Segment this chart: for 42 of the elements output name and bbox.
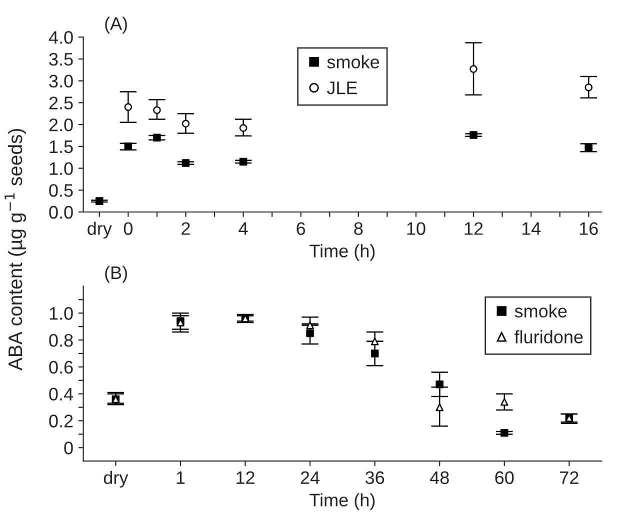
x-tick-label: 60 <box>495 471 514 484</box>
x-tick-label: 6 <box>296 222 306 235</box>
x-tick-label: 10 <box>407 222 426 235</box>
y-tick-label: 3.0 <box>49 74 73 88</box>
x-tick-label: 36 <box>365 471 384 484</box>
x-tick-label: 14 <box>522 222 541 235</box>
x-tick-label: 48 <box>430 471 449 484</box>
legend-label: smoke <box>514 304 567 318</box>
legend-label: JLE <box>326 82 358 94</box>
y-tick-label: 1.0 <box>50 162 73 175</box>
y-tick-label: 2.5 <box>49 96 73 110</box>
x-tick-label: dry <box>88 222 112 239</box>
legend-label: fluridone <box>514 330 583 344</box>
x-tick-label: 12 <box>236 471 254 484</box>
x-tick-label: 1 <box>176 471 185 484</box>
x-tick-label: dry <box>104 470 128 488</box>
y-tick-label: 0.4 <box>49 388 74 401</box>
y-tick-label: 0.8 <box>49 334 73 347</box>
x-tick-label: 72 <box>560 471 578 484</box>
y-tick-label: 1.0 <box>50 307 73 320</box>
y-tick-label: 0 <box>64 442 73 454</box>
y-tick-label: 1.5 <box>50 140 73 154</box>
x-tick-label: 8 <box>354 222 363 235</box>
legend-label: smoke <box>327 55 380 68</box>
x-axis-title: Time (h) <box>310 244 375 261</box>
y-axis-title: ABA content (µg g$^{−1}$ seeds) <box>4 128 26 370</box>
y-tick-label: 0.5 <box>49 184 73 197</box>
chart-title: (A) <box>105 16 127 34</box>
y-tick-label: 2.0 <box>49 118 73 132</box>
x-axis-title: Time (h) <box>310 493 375 510</box>
x-tick-label: 2 <box>182 222 190 235</box>
x-tick-label: 16 <box>580 222 598 235</box>
y-tick-label: 4.0 <box>48 31 73 44</box>
x-tick-label: 4 <box>238 222 248 235</box>
y-tick-label: 0.6 <box>49 360 73 374</box>
y-tick-label: 0.2 <box>49 414 73 428</box>
x-tick-label: 24 <box>300 471 320 484</box>
x-tick-label: 12 <box>464 222 483 235</box>
y-tick-label: 3.5 <box>49 52 73 66</box>
chart-title: (B) <box>105 266 127 283</box>
x-tick-label: 0 <box>124 222 133 235</box>
y-tick-label: 0.0 <box>49 206 73 219</box>
